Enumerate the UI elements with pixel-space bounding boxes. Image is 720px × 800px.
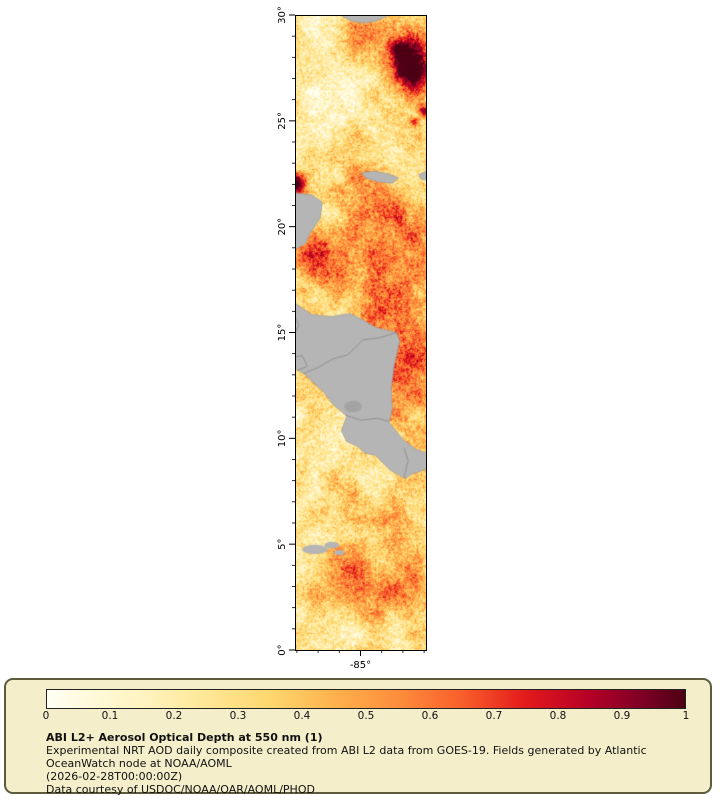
legend-credit: Data courtesy of USDOC/NOAA/OAR/AOML/PHO… <box>46 782 315 796</box>
colorbar-tick-label: 0 <box>42 710 50 722</box>
x-axis-tick-label: -85° <box>350 660 371 671</box>
colorbar-tick-label: 0.1 <box>101 710 119 722</box>
y-axis-tick-label: 15° <box>277 324 288 342</box>
map-frame <box>295 15 427 651</box>
y-axis-tick-label: 5° <box>277 538 288 549</box>
colorbar-gradient <box>46 689 686 709</box>
legend-description: Experimental NRT AOD daily composite cre… <box>46 743 647 770</box>
colorbar-tick-label: 0.7 <box>485 710 503 722</box>
colorbar-tick-label: 0.9 <box>613 710 631 722</box>
colorbar-ticks: 0 0.1 0.2 0.3 0.4 0.5 0.6 0.7 0.8 0.9 1 <box>42 710 690 724</box>
colorbar-tick-label: 1 <box>682 710 690 722</box>
colorbar-tick-label: 0.4 <box>293 710 311 722</box>
y-axis-tick-label: 20° <box>277 218 288 236</box>
y-axis-tick-label: 25° <box>277 112 288 130</box>
colorbar-tick-label: 0.6 <box>421 710 439 722</box>
colorbar-tick-label: 0.5 <box>357 710 375 722</box>
colorbar-tick-label: 0.2 <box>165 710 183 722</box>
legend-title: ABI L2+ Aerosol Optical Depth at 550 nm … <box>46 731 323 744</box>
colorbar-tick-label: 0.8 <box>549 710 567 722</box>
y-axis-tick-label: 30° <box>277 6 288 24</box>
y-axis-tick-label: 0° <box>277 644 288 655</box>
aod-raster-map <box>295 15 426 650</box>
y-axis-tick-label: 10° <box>277 429 288 447</box>
legend-text: ABI L2+ Aerosol Optical Depth at 550 nm … <box>46 731 698 797</box>
colorbar-tick-label: 0.3 <box>229 710 247 722</box>
legend-timestamp: (2026-02-28T00:00:00Z) <box>46 769 183 783</box>
map-area: 30° 25° 20° 15° 10° 5° 0° -85° <box>277 6 427 671</box>
colorbar-wrap: 0 0.1 0.2 0.3 0.4 0.5 0.6 0.7 0.8 0.9 1 <box>42 689 690 731</box>
legend-panel: 0 0.1 0.2 0.3 0.4 0.5 0.6 0.7 0.8 0.9 1 ABI L2+ Ae… <box>4 678 712 797</box>
map-axes: 30° 25° 20° 15° 10° 5° 0° -85° <box>277 6 427 671</box>
